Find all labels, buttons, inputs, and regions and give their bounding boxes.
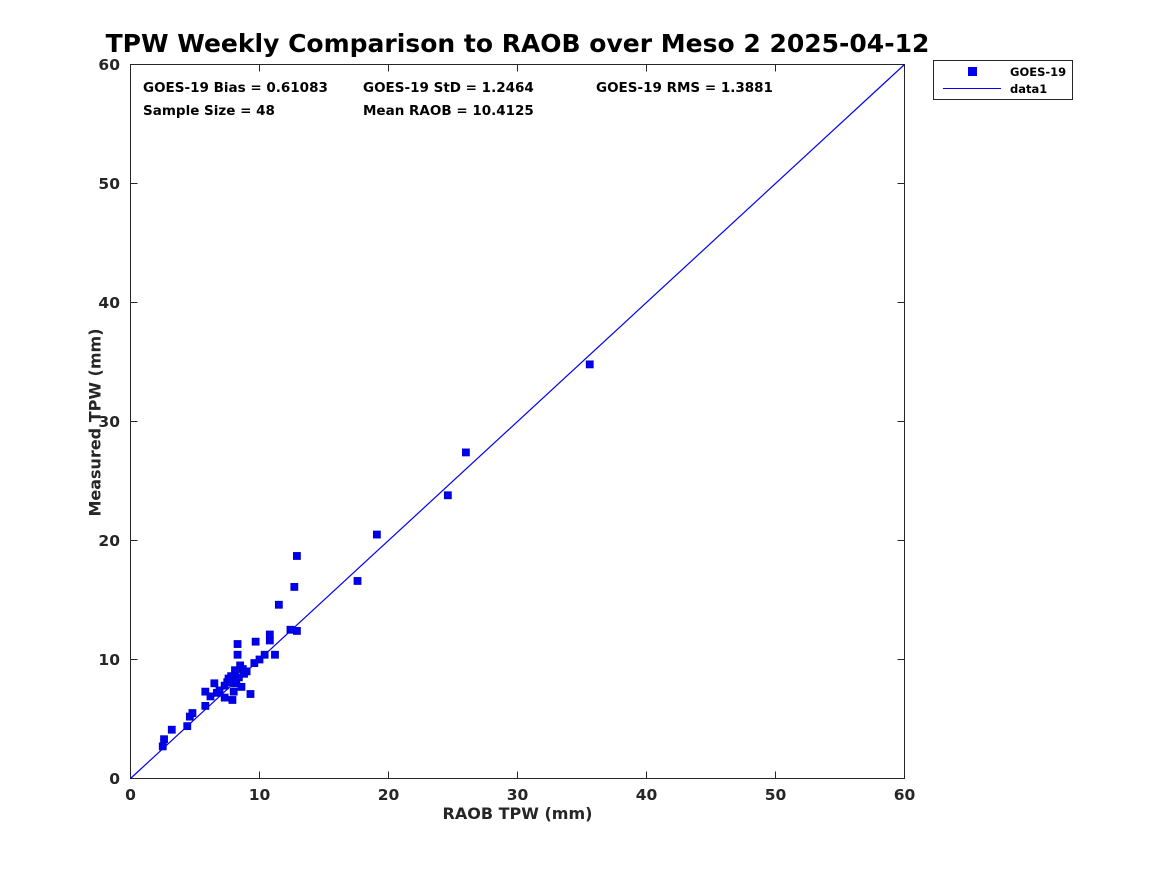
x-axis-label: RAOB TPW (mm) [442, 804, 593, 823]
scatter-point [215, 686, 224, 695]
stat-sample-size-text: Sample Size = 48 [143, 103, 275, 119]
legend-label-data1: data1 [1010, 81, 1048, 96]
x-tick-label: 0 [125, 786, 136, 804]
scatter-point [443, 491, 452, 500]
scatter-point [290, 583, 299, 591]
scatter-point [201, 702, 210, 710]
y-tick-label: 0 [109, 770, 120, 788]
stat-std-text: GOES-19 StD = 1.2464 [363, 80, 534, 96]
y-tick-label: 30 [98, 413, 120, 431]
y-tick-label: 20 [98, 532, 120, 550]
scatter-point [293, 627, 301, 635]
x-tick-label: 20 [378, 786, 400, 804]
x-tick-label: 60 [894, 786, 916, 804]
legend-line-zone [934, 88, 1010, 89]
identity-line [130, 64, 905, 779]
x-tick-label: 10 [249, 786, 271, 804]
stat-mean-raob-text: Mean RAOB = 10.4125 [363, 103, 534, 119]
scatter-point [461, 448, 470, 457]
x-tick-label: 30 [507, 786, 529, 804]
legend-label-goes19: GOES-19 [1010, 64, 1067, 79]
scatter-point [237, 682, 246, 691]
line-sample-icon [943, 88, 1001, 89]
scatter-point [286, 625, 295, 634]
scatter-point [228, 696, 237, 704]
scatter-point [167, 725, 176, 734]
scatter-point [353, 577, 362, 585]
scatter-point [229, 687, 238, 696]
x-tick-label: 50 [765, 786, 787, 804]
y-axis-label: Measured TPW (mm) [85, 328, 105, 517]
scatter-point [201, 687, 210, 696]
scatter-point [220, 693, 229, 702]
y-tick-label: 60 [98, 56, 120, 74]
scatter-point [210, 679, 219, 688]
scatter-point [251, 637, 260, 646]
y-tick-label: 10 [98, 651, 120, 669]
scatter-point [372, 530, 381, 539]
scatter-point [246, 690, 255, 698]
scatter-point [160, 735, 168, 744]
scatter-point [293, 552, 301, 560]
scatter-point [206, 692, 215, 701]
scatter-point [233, 640, 242, 648]
scatter-point [274, 600, 283, 609]
stat-rms-text: GOES-19 RMS = 1.3881 [596, 80, 773, 96]
legend-box: GOES-19 data1 [933, 60, 1073, 100]
legend-entry-goes19: GOES-19 [934, 63, 1072, 80]
square-marker-icon [967, 67, 977, 76]
scatter-point [233, 650, 242, 659]
chart-title: TPW Weekly Comparison to RAOB over Meso … [105, 29, 930, 58]
legend-marker-zone [934, 67, 1010, 76]
scatter-point [188, 709, 197, 717]
y-tick-label: 50 [98, 175, 120, 193]
scatter-point [265, 630, 274, 639]
x-tick-label: 40 [636, 786, 658, 804]
scatter-point [585, 360, 594, 369]
stat-bias-text: GOES-19 Bias = 0.61083 [143, 80, 328, 96]
scatter-point [271, 650, 279, 659]
y-tick-label: 40 [98, 294, 120, 312]
legend-entry-data1: data1 [934, 80, 1072, 97]
